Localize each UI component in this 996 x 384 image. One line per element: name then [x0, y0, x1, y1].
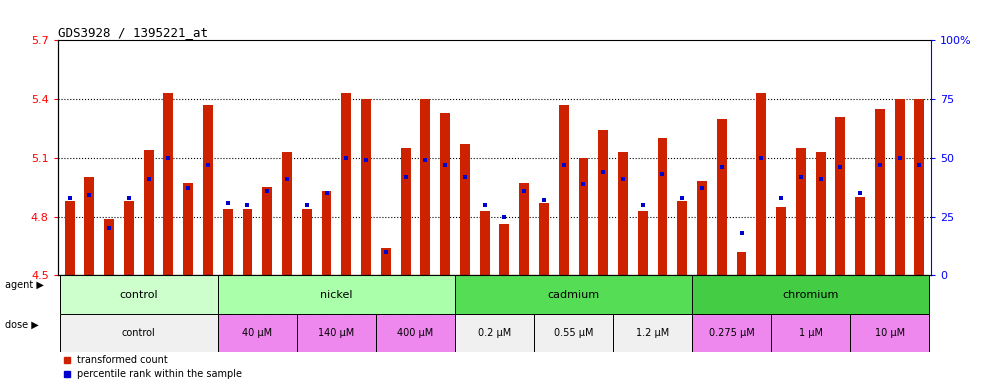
Bar	[282, 152, 292, 275]
Bar	[124, 201, 133, 275]
Bar	[455, 275, 692, 314]
Bar	[380, 248, 390, 275]
Bar	[836, 117, 846, 275]
Bar	[262, 187, 272, 275]
Bar	[400, 148, 410, 275]
Bar	[519, 183, 529, 275]
Bar	[455, 314, 534, 353]
Bar	[460, 144, 470, 275]
Text: control: control	[120, 290, 158, 300]
Bar	[60, 314, 218, 353]
Text: 0.275 μM: 0.275 μM	[709, 328, 755, 338]
Bar	[243, 209, 252, 275]
Text: 0.2 μM: 0.2 μM	[478, 328, 511, 338]
Bar	[692, 314, 771, 353]
Bar	[599, 131, 609, 275]
Text: GDS3928 / 1395221_at: GDS3928 / 1395221_at	[58, 26, 208, 39]
Text: percentile rank within the sample: percentile rank within the sample	[77, 369, 242, 379]
Bar	[697, 181, 707, 275]
Bar	[796, 148, 806, 275]
Bar	[143, 150, 153, 275]
Bar	[183, 183, 193, 275]
Bar	[85, 177, 95, 275]
Bar	[105, 218, 115, 275]
Text: 1.2 μM: 1.2 μM	[636, 328, 669, 338]
Bar	[218, 275, 455, 314]
Bar	[499, 225, 509, 275]
Bar	[203, 105, 213, 275]
Text: cadmium: cadmium	[548, 290, 600, 300]
Bar	[65, 201, 75, 275]
Bar	[440, 113, 450, 275]
Bar	[362, 99, 371, 275]
Bar	[539, 203, 549, 275]
Bar	[914, 99, 924, 275]
Text: 400 μM: 400 μM	[397, 328, 433, 338]
Bar	[375, 314, 455, 353]
Text: 40 μM: 40 μM	[242, 328, 273, 338]
Bar	[816, 152, 826, 275]
Bar	[342, 93, 352, 275]
Bar	[894, 99, 904, 275]
Bar	[692, 275, 929, 314]
Bar	[579, 158, 589, 275]
Text: 1 μM: 1 μM	[799, 328, 823, 338]
Text: 10 μM: 10 μM	[874, 328, 904, 338]
Bar	[637, 211, 647, 275]
Bar	[60, 275, 218, 314]
Bar	[851, 314, 929, 353]
Bar	[223, 209, 233, 275]
Bar	[420, 99, 430, 275]
Bar	[677, 201, 687, 275]
Bar	[480, 211, 490, 275]
Bar	[218, 314, 297, 353]
Text: dose ▶: dose ▶	[5, 319, 39, 329]
Bar	[163, 93, 173, 275]
Bar	[619, 152, 627, 275]
Bar	[776, 207, 786, 275]
Bar	[657, 138, 667, 275]
Bar	[614, 314, 692, 353]
Text: chromium: chromium	[783, 290, 839, 300]
Text: agent ▶: agent ▶	[5, 280, 44, 290]
Bar	[559, 105, 569, 275]
Bar	[771, 314, 851, 353]
Text: 0.55 μM: 0.55 μM	[554, 328, 594, 338]
Bar	[717, 119, 727, 275]
Text: nickel: nickel	[320, 290, 353, 300]
Bar	[856, 197, 866, 275]
Bar	[302, 209, 312, 275]
Text: control: control	[122, 328, 155, 338]
Bar	[297, 314, 375, 353]
Bar	[874, 109, 884, 275]
Bar	[534, 314, 614, 353]
Bar	[322, 191, 332, 275]
Bar	[737, 252, 746, 275]
Bar	[756, 93, 766, 275]
Text: 140 μM: 140 μM	[319, 328, 355, 338]
Text: transformed count: transformed count	[77, 355, 167, 365]
